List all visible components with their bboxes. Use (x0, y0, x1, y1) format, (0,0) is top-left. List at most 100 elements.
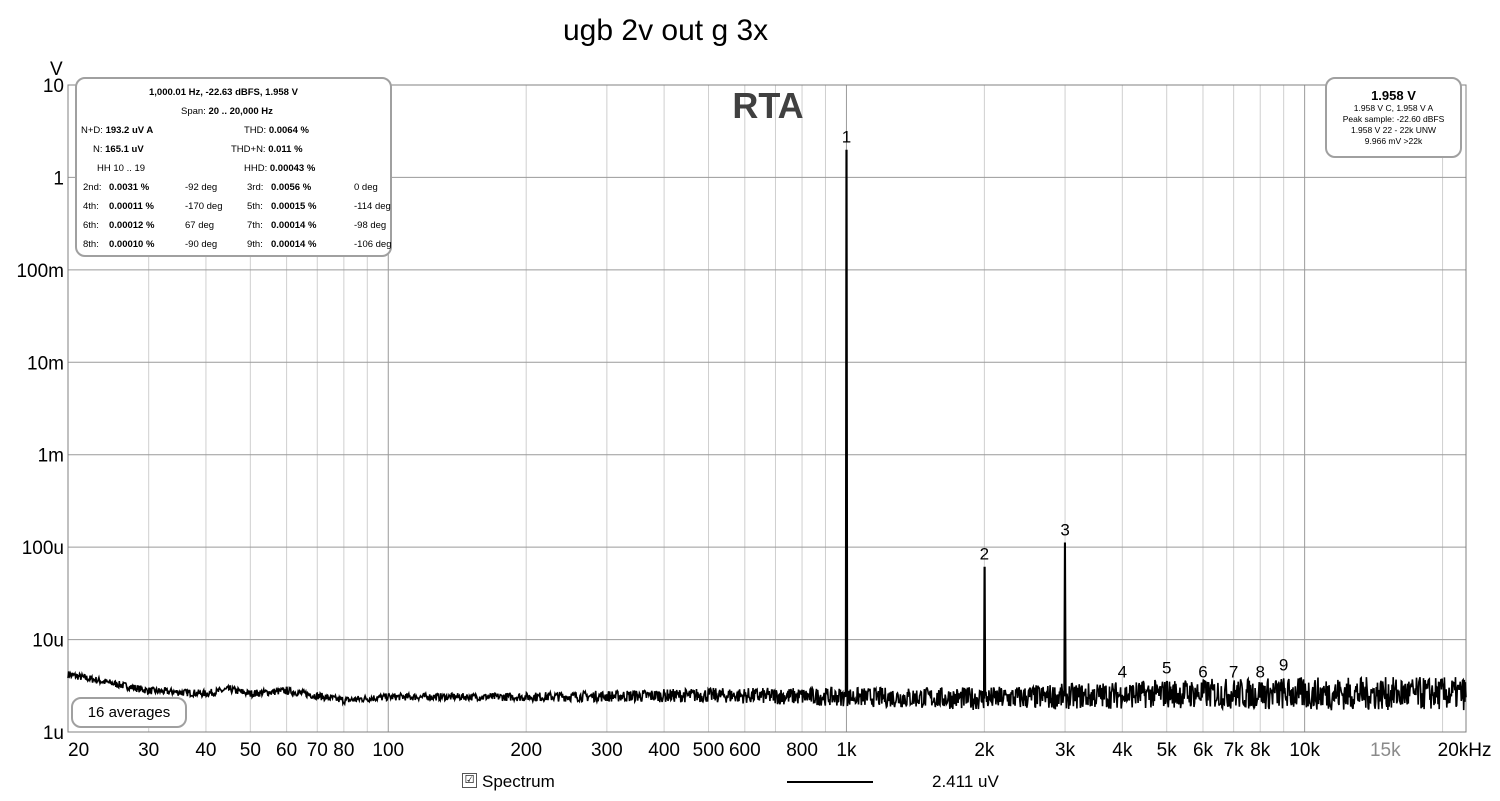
thdn-value: 0.011 % (268, 144, 303, 155)
harm-label: 2nd: (83, 182, 102, 193)
x-tick-label: 60 (276, 740, 297, 761)
hhd-value: 0.00043 % (269, 163, 316, 174)
harm-percent: 0.00014 % (271, 220, 317, 231)
averages-badge[interactable]: 16 averages (71, 697, 187, 728)
harm-percent: 0.00010 % (109, 239, 155, 250)
level-line-3: 1.958 V 22 - 22k UNW (1350, 125, 1437, 135)
level-line-2: Peak sample: -22.60 dBFS (1342, 114, 1445, 124)
harmonic-labels: 1 2 3 4 5 6 7 8 9 (842, 127, 1289, 681)
nd-label: N+D: (81, 125, 103, 136)
y-tick-label: 1u (43, 723, 64, 744)
harmonic-label-7: 7 (1229, 662, 1238, 681)
spectrum-checkbox[interactable]: ☑ (462, 773, 477, 788)
level-main: 1.958 V (1371, 88, 1416, 103)
x-tick-label: 50 (240, 740, 261, 761)
harm-percent: 0.0056 % (271, 182, 312, 193)
level-line-4: 9.966 mV >22k (1364, 136, 1423, 146)
harm-label: 5th: (247, 201, 263, 212)
x-tick-label: 3k (1055, 740, 1076, 761)
y-tick-label: 100m (16, 261, 64, 282)
x-tick-label: 600 (729, 740, 761, 761)
x-tick-label: 70 (307, 740, 328, 761)
hh-label: HH 10 .. 19 (97, 163, 146, 174)
n-label: N: (93, 144, 103, 155)
harmonic-label-6: 6 (1198, 662, 1207, 681)
x-tick-label: 7k (1224, 740, 1245, 761)
thdn-label: THD+N: (231, 144, 266, 155)
x-tick-label: 20 (68, 740, 89, 761)
thd-value: 0.0064 % (268, 125, 309, 136)
x-tick-label: 400 (648, 740, 680, 761)
harm-phase: -170 deg (185, 201, 223, 212)
harm-label: 3rd: (247, 182, 264, 193)
harm-percent: 0.00012 % (109, 220, 155, 231)
harmonic-label-1: 1 (842, 127, 851, 146)
y-axis-label: V (50, 59, 63, 80)
harm-percent: 0.0031 % (109, 182, 150, 193)
x-tick-label: 20kHz (1438, 740, 1492, 761)
x-tick-label: 200 (510, 740, 542, 761)
harm-label: 8th: (83, 239, 99, 250)
harm-phase: 67 deg (185, 220, 215, 231)
level-line-1: 1.958 V C, 1.958 V A (1353, 103, 1434, 113)
harm-phase: -90 deg (185, 239, 218, 250)
harmonic-label-2: 2 (980, 545, 989, 564)
span-value: 20 .. 20,000 Hz (208, 106, 273, 117)
x-tick-label: 10k (1289, 740, 1320, 761)
n-value: 165.1 uV (105, 144, 144, 155)
legend: ☑ Spectrum 2.411 uV (0, 771, 1500, 795)
thd-label: THD: (244, 125, 267, 136)
hhd-label: HHD: (244, 163, 268, 174)
harmonic-label-4: 4 (1118, 662, 1127, 681)
y-tick-label: 10u (32, 631, 64, 652)
y-tick-label: 10m (27, 353, 64, 374)
chart-title: ugb 2v out g 3x (563, 14, 769, 47)
y-tick-label: 10 (43, 76, 64, 97)
stats-header: 1,000.01 Hz, -22.63 dBFS, 1.958 V (149, 87, 298, 98)
harm-label: 9th: (247, 239, 263, 250)
x-tick-label: 8k (1250, 740, 1271, 761)
harmonic-label-9: 9 (1279, 655, 1288, 674)
plot-title: RTA (732, 85, 803, 126)
legend-cursor-value: 2.411 uV (932, 772, 999, 791)
y-axis-ticks: 10 1 100m 10m 1m 100u 10u 1u (16, 76, 64, 744)
y-tick-label: 1 (53, 168, 64, 189)
harm-label: 6th: (83, 220, 99, 231)
harm-phase: -114 deg (354, 201, 391, 212)
harmonic-label-5: 5 (1162, 659, 1171, 678)
nd-value: 193.2 uV A (105, 125, 154, 136)
spectrum-legend-label[interactable]: Spectrum (482, 772, 555, 791)
x-tick-label: 1k (836, 740, 857, 761)
harm-phase: -98 deg (354, 220, 387, 231)
spectrum-trace (67, 149, 1467, 712)
x-tick-label: 6k (1193, 740, 1214, 761)
y-tick-label: 100u (22, 538, 64, 559)
harm-phase: 0 deg (354, 182, 378, 193)
x-tick-label: 800 (786, 740, 818, 761)
x-tick-label: 2k (974, 740, 995, 761)
distortion-stats-panel[interactable]: 1,000.01 Hz, -22.63 dBFS, 1.958 V Span: … (75, 77, 392, 257)
x-tick-label: 15k (1370, 740, 1401, 761)
harm-label: 4th: (83, 201, 99, 212)
harm-phase: -92 deg (185, 182, 218, 193)
harmonic-label-8: 8 (1255, 662, 1264, 681)
x-tick-label: 100 (372, 740, 404, 761)
harmonic-label-3: 3 (1060, 520, 1069, 539)
harm-percent: 0.00015 % (271, 201, 317, 212)
x-tick-label: 5k (1157, 740, 1178, 761)
y-tick-label: 1m (38, 446, 64, 467)
x-tick-label: 300 (591, 740, 623, 761)
plot-frame (67, 84, 1467, 733)
harm-percent: 0.00011 % (109, 201, 154, 212)
x-axis-ticks: 20 30 40 50 60 70 80 100 200 300 400 500 600 800 1k 2k 3… (68, 740, 1491, 761)
x-tick-label: 500 (693, 740, 725, 761)
x-tick-label: 80 (333, 740, 354, 761)
x-tick-label: 30 (138, 740, 159, 761)
level-panel[interactable]: 1.958 V 1.958 V C, 1.958 V A Peak sample… (1325, 77, 1462, 158)
span-label: Span: (181, 106, 206, 117)
harm-phase: -106 deg (354, 239, 392, 250)
harm-percent: 0.00014 % (271, 239, 317, 250)
x-tick-label: 40 (195, 740, 216, 761)
harm-label: 7th: (247, 220, 263, 231)
x-tick-label: 4k (1112, 740, 1133, 761)
